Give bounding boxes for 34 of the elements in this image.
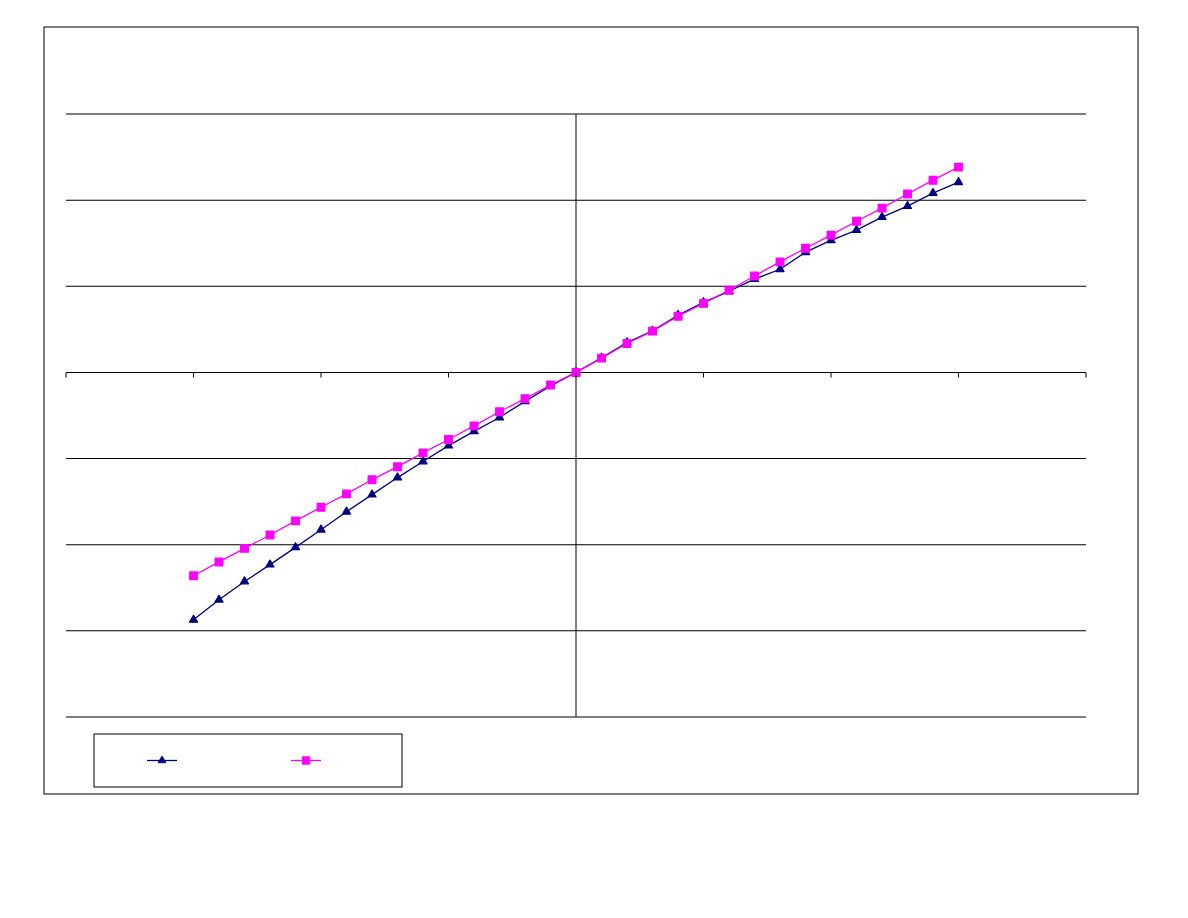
point xyxy=(851,224,862,234)
point xyxy=(928,187,938,197)
point xyxy=(367,489,377,498)
point xyxy=(214,557,224,567)
point xyxy=(214,594,224,603)
point xyxy=(239,576,250,585)
point xyxy=(392,472,403,481)
point xyxy=(877,211,887,221)
point xyxy=(903,189,912,199)
point xyxy=(342,489,351,499)
point xyxy=(265,559,275,568)
point xyxy=(953,176,964,186)
point xyxy=(341,506,352,515)
point xyxy=(367,475,377,485)
point xyxy=(469,421,479,431)
point xyxy=(852,216,861,226)
point xyxy=(291,516,300,526)
point xyxy=(954,162,963,172)
point xyxy=(826,230,836,240)
point xyxy=(290,542,301,551)
point xyxy=(928,175,938,185)
point xyxy=(240,543,249,553)
point xyxy=(189,571,198,581)
point xyxy=(775,257,785,267)
point xyxy=(316,502,326,512)
point xyxy=(495,407,504,417)
point xyxy=(444,435,453,444)
point xyxy=(316,524,326,533)
point xyxy=(902,200,913,210)
point xyxy=(418,448,428,458)
point xyxy=(877,203,887,213)
point xyxy=(188,614,199,623)
point xyxy=(393,462,402,472)
point xyxy=(418,456,428,465)
